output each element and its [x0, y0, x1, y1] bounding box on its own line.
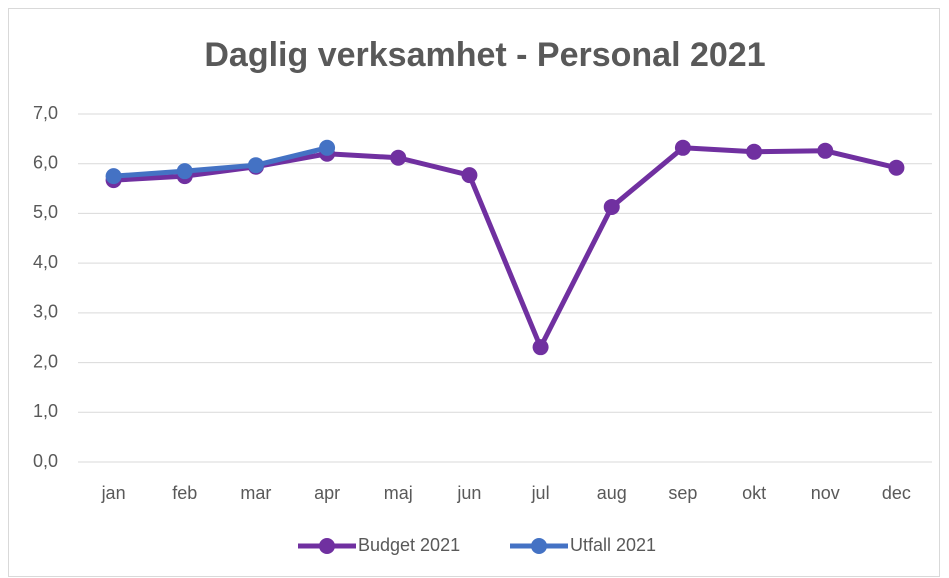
- x-tick-label: jun: [456, 483, 481, 503]
- chart-title: Daglig verksamhet - Personal 2021: [204, 36, 765, 74]
- x-tick-label: okt: [742, 483, 766, 503]
- y-tick-label: 7,0: [33, 103, 58, 123]
- data-point: [817, 142, 834, 159]
- x-tick-label: aug: [597, 483, 627, 503]
- legend-label: Budget 2021: [358, 535, 460, 555]
- data-point: [105, 168, 122, 185]
- legend-marker: [319, 538, 335, 554]
- x-tick-label: mar: [240, 483, 271, 503]
- x-tick-label: apr: [314, 483, 340, 503]
- y-tick-label: 6,0: [33, 152, 58, 172]
- data-point: [390, 149, 407, 166]
- x-tick-label: feb: [172, 483, 197, 503]
- y-tick-label: 3,0: [33, 302, 58, 322]
- y-tick-label: 5,0: [33, 202, 58, 222]
- data-point: [461, 167, 478, 184]
- data-point: [674, 139, 691, 156]
- series-line: [113, 145, 328, 179]
- data-point: [746, 143, 763, 160]
- data-point: [247, 157, 264, 174]
- data-point: [319, 139, 336, 156]
- data-point: [532, 339, 549, 356]
- x-tick-label: jul: [531, 483, 550, 503]
- legend-label: Utfall 2021: [570, 535, 656, 555]
- y-tick-label: 4,0: [33, 252, 58, 272]
- x-tick-label: maj: [384, 483, 413, 503]
- x-tick-label: dec: [882, 483, 911, 503]
- data-point: [176, 163, 193, 180]
- legend-marker: [531, 538, 547, 554]
- x-tick-label: jan: [101, 483, 126, 503]
- y-tick-label: 1,0: [33, 401, 58, 421]
- data-point: [888, 159, 905, 176]
- chart-border: [8, 8, 940, 577]
- x-tick-label: sep: [668, 483, 697, 503]
- data-point: [603, 198, 620, 215]
- y-tick-label: 2,0: [33, 351, 58, 371]
- x-tick-label: nov: [811, 483, 840, 503]
- y-tick-label: 0,0: [33, 451, 58, 471]
